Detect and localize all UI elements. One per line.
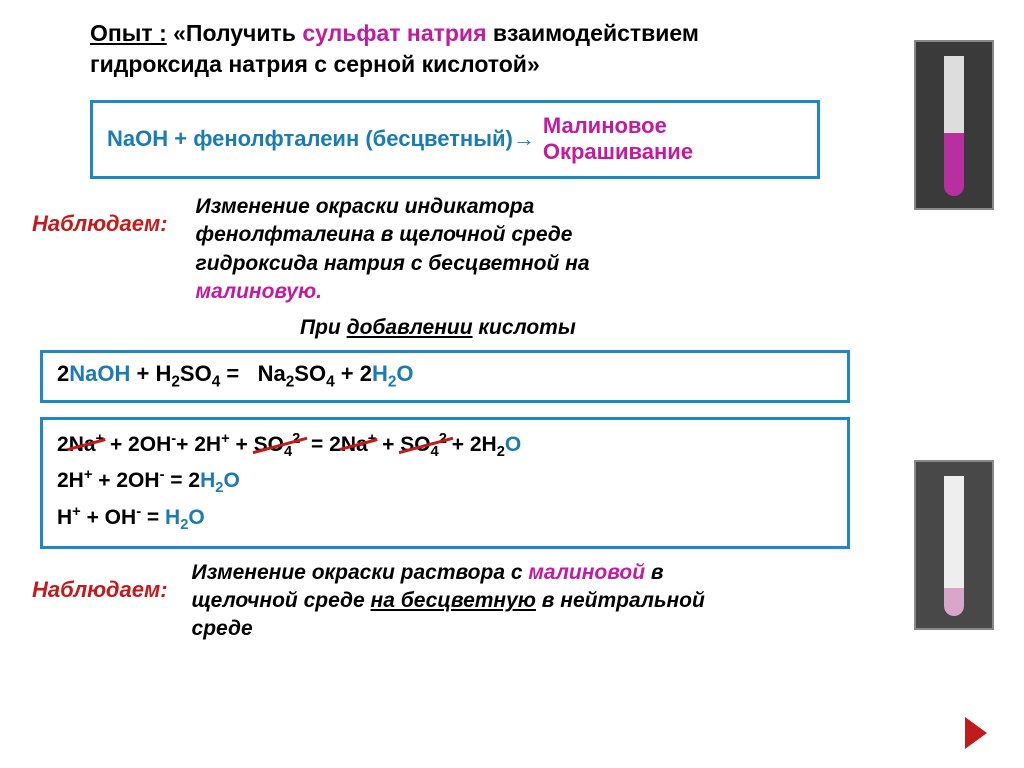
test-tube-image-2 xyxy=(914,460,994,630)
reaction-box-1: NaOH + фенолфталеин (бесцветный)→ Малино… xyxy=(90,100,820,179)
strike-so4-1: SO42- xyxy=(254,428,306,465)
title-label: Опыт : xyxy=(90,20,167,46)
ionic-line-2: 2H+ + 2OH- = 2H2O xyxy=(57,464,833,501)
o2-t4: среде xyxy=(192,617,253,640)
observation-2: Наблюдаем: Изменение окраски раствора с … xyxy=(32,559,1024,644)
observe1-label: Наблюдаем: xyxy=(32,193,168,306)
next-arrow-icon[interactable] xyxy=(965,717,987,749)
ionic-line-3: H+ + OH- = H2O xyxy=(57,501,833,538)
observation-1: Наблюдаем: Изменение окраски индикатора … xyxy=(32,193,1024,306)
obs1-t1: Изменение окраски индикатора xyxy=(196,195,535,218)
addacid-post: кислоты xyxy=(473,316,576,339)
o2-mal: малиновой xyxy=(528,561,645,584)
l2-h2o: H2O xyxy=(200,469,240,492)
test-tube-image-1 xyxy=(914,40,994,210)
ionic-line-1: 2Na+ + 2OH-+ 2H+ + SO42- = 2Na+ + SO42-+… xyxy=(57,428,833,465)
strike-na2: Na+ xyxy=(341,428,376,462)
obs1-mal: малиновую. xyxy=(196,280,322,303)
observe1-text: Изменение окраски индикатора фенолфталеи… xyxy=(196,193,590,306)
b2-h2o: H2O xyxy=(372,361,414,386)
box1-rhs2: Окрашивание xyxy=(543,139,693,164)
o2-t1: Изменение окраски раствора с xyxy=(192,561,529,584)
box1-rhs: Малиновое Окрашивание xyxy=(543,113,693,166)
o2-t2: в xyxy=(645,561,664,584)
box1-lhs: NaOH + фенолфталеин (бесцветный)→ xyxy=(107,126,535,152)
strike-na1: Na+ xyxy=(69,428,104,462)
observe2-label: Наблюдаем: xyxy=(32,559,168,644)
b2-eq: = xyxy=(220,361,245,386)
o2-t3a: щелочной среде xyxy=(192,589,371,612)
title-line2: гидроксида натрия с серной кислотой» xyxy=(90,51,540,77)
obs1-t2: фенолфталеина в щелочной среде xyxy=(196,223,573,246)
ionic-equations-box: 2Na+ + 2OH-+ 2H+ + SO42- = 2Na+ + SO42-+… xyxy=(40,417,850,549)
o2-t3b: в нейтральной xyxy=(536,589,705,612)
title-sulfate: сульфат натрия xyxy=(302,20,486,46)
b2-na2so4: Na xyxy=(258,361,286,386)
b2-plus: + 2 xyxy=(335,361,372,386)
box1-rhs1: Малиновое xyxy=(543,113,667,138)
addacid-pre: При xyxy=(300,316,347,339)
title-after: взаимодействием xyxy=(493,20,699,46)
b2-mid: + H xyxy=(130,361,171,386)
b2-naoh: NaOH xyxy=(69,361,130,386)
reaction-box-2: 2NaOH + H2SO4 = Na2SO4 + 2H2O xyxy=(40,350,850,402)
l3-h2o: H2O xyxy=(165,506,205,529)
obs1-t3: гидроксида натрия с бесцветной на xyxy=(196,252,590,275)
title-before: «Получить xyxy=(173,20,296,46)
strike-so4-2: SO42- xyxy=(400,428,452,465)
tube1-liquid xyxy=(944,56,964,196)
experiment-title: Опыт : «Получить сульфат натрия взаимоде… xyxy=(0,0,1024,92)
add-acid-label: При добавлении кислоты xyxy=(300,316,1024,340)
b2-pre: 2 xyxy=(57,361,69,386)
b2-so4: SO xyxy=(180,361,212,386)
o2-t3u: на бесцветную xyxy=(371,589,536,612)
tube2-liquid xyxy=(944,476,964,616)
observe2-text: Изменение окраски раствора с малиновой в… xyxy=(192,559,705,644)
addacid-add: добавлении xyxy=(347,316,473,339)
